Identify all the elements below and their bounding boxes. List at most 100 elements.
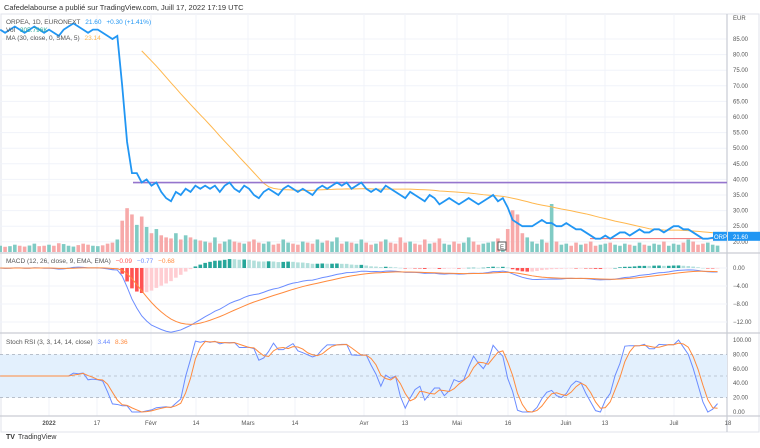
macd-tick: 0.00: [733, 266, 745, 272]
volume-bar: [96, 246, 100, 252]
chart-frame: [0, 13, 760, 433]
volume-bar: [188, 237, 193, 252]
volume-bar: [466, 237, 471, 252]
macd-histogram-bar: [310, 263, 315, 268]
volume-bar: [305, 242, 310, 252]
volume-bar: [27, 245, 32, 252]
stoch-rsi-d-line: [0, 340, 718, 413]
volume-bar: [379, 241, 383, 252]
macd-histogram-bar: [257, 261, 261, 268]
volume-bar: [296, 244, 300, 252]
macd-histogram-bar: [354, 264, 359, 268]
volume-bar: [81, 243, 85, 252]
stoch-rsi-k-value: 3.44: [97, 339, 111, 346]
volume-bar: [564, 243, 569, 252]
volume-bar: [286, 242, 290, 252]
macd-histogram-bar: [242, 259, 246, 268]
macd-histogram-bar: [403, 268, 408, 269]
volume-bar: [242, 243, 246, 252]
volume-bar: [579, 244, 583, 252]
volume-bar: [208, 242, 212, 252]
volume-bar: [584, 243, 588, 252]
price-tick: 45.00: [733, 162, 749, 168]
volume-bar: [427, 243, 432, 252]
volume-bar: [340, 243, 344, 252]
volume-bar: [686, 239, 691, 252]
volume-bar: [486, 242, 490, 252]
volume-bar: [22, 246, 27, 252]
volume-bar: [237, 242, 242, 252]
volume-bar: [125, 208, 129, 252]
macd-histogram-bar: [696, 267, 700, 268]
earnings-marker-label: E: [500, 245, 504, 251]
volume-label[interactable]: Vol: [6, 27, 16, 34]
price-tick: 30.00: [733, 209, 749, 215]
macd-histogram-bar: [174, 268, 178, 278]
volume-bar: [696, 244, 700, 252]
volume-bar: [183, 235, 188, 252]
price-tick: 85.00: [733, 37, 749, 43]
macd-histogram-bar: [520, 268, 525, 272]
signal-line: [0, 267, 718, 325]
price-tick: 55.00: [733, 131, 749, 137]
volume-bar: [618, 245, 622, 252]
macd-histogram-bar: [486, 267, 490, 268]
volume-bar: [310, 243, 315, 252]
macd-histogram-bar: [144, 268, 149, 293]
stoch-rsi-tick: 100.00: [733, 338, 752, 344]
tradingview-logo[interactable]: TV TradingView: [6, 434, 56, 441]
volume-bar: [447, 244, 451, 252]
macd-histogram-bar: [369, 266, 373, 268]
ma-label[interactable]: MA (30, close, 0, SMA, 5): [6, 35, 80, 42]
volume-bar: [349, 242, 354, 252]
currency-label: EUR: [733, 16, 746, 22]
symbol-tag: [713, 231, 727, 241]
volume-bar: [330, 241, 334, 252]
macd-label[interactable]: MACD (12, 26, close, 9, EMA, EMA): [6, 258, 111, 265]
volume-bar: [154, 229, 159, 252]
volume-bar: [130, 214, 134, 252]
volume-bar: [476, 244, 481, 252]
volume-bar: [666, 245, 671, 252]
price-tick: 20.00: [733, 240, 749, 246]
volume-bar: [374, 243, 378, 252]
x-axis-label: 18: [725, 421, 732, 427]
volume-bar: [198, 240, 203, 252]
macd-histogram-bar: [432, 268, 437, 269]
volume-bar: [701, 243, 705, 252]
brand-name: TradingView: [17, 434, 57, 441]
macd-legend: MACD (12, 26, close, 9, EMA, EMA) −0.09 …: [6, 258, 178, 265]
volume-bar: [613, 244, 617, 252]
volume-bar: [510, 210, 515, 252]
volume-bar: [388, 242, 393, 252]
volume-bar: [213, 237, 217, 252]
volume-bar: [300, 241, 305, 252]
volume-bar: [359, 239, 364, 252]
macd-histogram-bar: [544, 268, 549, 270]
macd-histogram-bar: [676, 265, 681, 268]
volume-bar: [247, 241, 251, 252]
volume-bar: [86, 244, 90, 252]
macd-histogram-bar: [388, 266, 393, 268]
macd-histogram-bar: [364, 265, 368, 268]
volume-bar: [13, 244, 17, 252]
volume-bar: [422, 239, 427, 252]
macd-histogram-bar: [686, 266, 691, 268]
macd-histogram-bar: [666, 265, 671, 268]
macd-histogram-bar: [393, 267, 398, 268]
symbol-label[interactable]: ORPEA, 1D, EURONEXT: [6, 19, 81, 26]
stoch-rsi-tick: 60.00: [733, 367, 749, 373]
volume-bar: [652, 243, 656, 252]
macd-histogram-bar: [598, 268, 603, 269]
volume-bar: [232, 241, 237, 252]
price-tick: 40.00: [733, 177, 749, 183]
macd-histogram-bar: [164, 268, 168, 284]
volume-bar: [603, 243, 608, 252]
macd-histogram-bar: [701, 267, 705, 269]
stoch-rsi-label[interactable]: Stoch RSI (3, 3, 14, 14, close): [6, 339, 93, 346]
macd-histogram-bar: [418, 268, 422, 269]
macd-histogram-bar: [662, 265, 666, 268]
volume-bar: [91, 245, 95, 252]
price-tick: 60.00: [733, 115, 749, 121]
